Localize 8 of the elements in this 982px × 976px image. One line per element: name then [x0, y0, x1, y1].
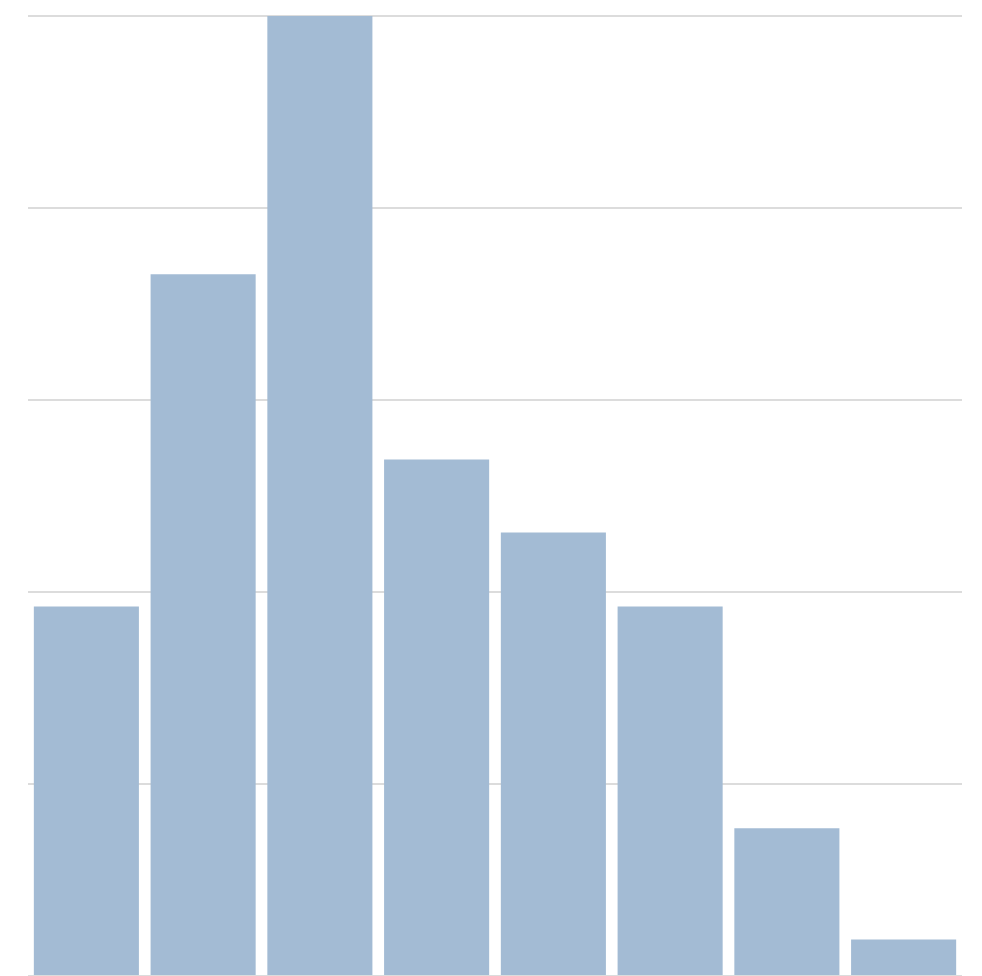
- bar: [500, 532, 606, 975]
- bar: [150, 274, 256, 975]
- bar: [617, 606, 723, 975]
- bar: [33, 606, 139, 975]
- bar: [851, 939, 957, 975]
- bar: [267, 16, 373, 975]
- bar: [384, 459, 490, 975]
- bar: [734, 828, 840, 975]
